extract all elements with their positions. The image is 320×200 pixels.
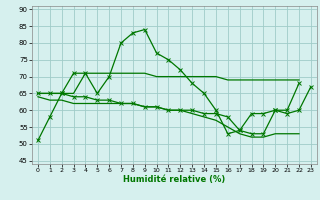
X-axis label: Humidité relative (%): Humidité relative (%): [123, 175, 226, 184]
